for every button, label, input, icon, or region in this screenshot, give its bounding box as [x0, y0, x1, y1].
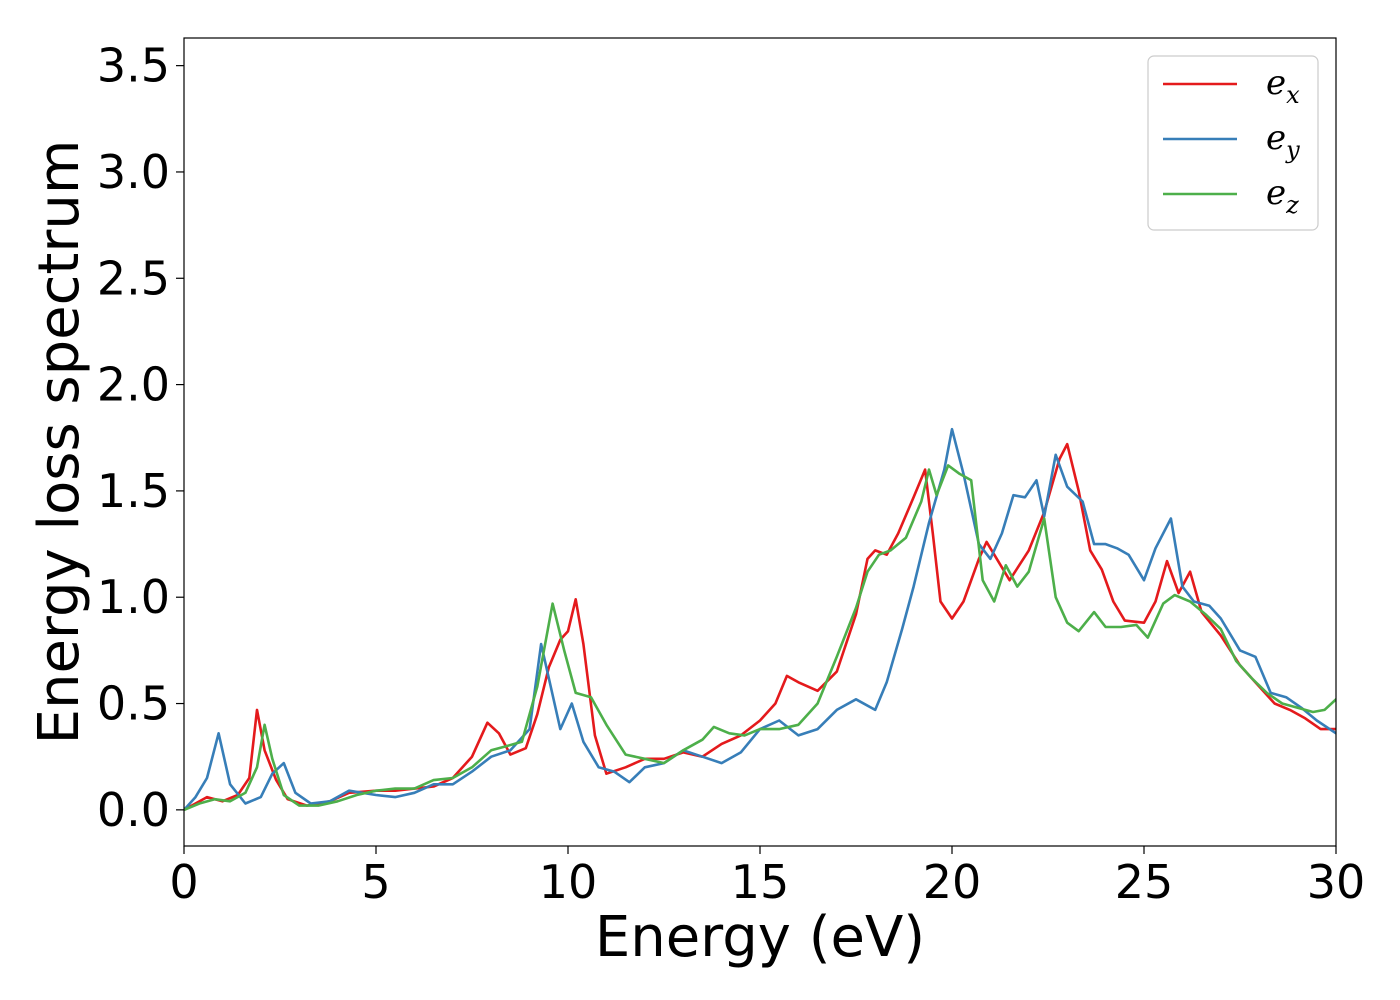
x-tick-label: 5 [361, 855, 390, 909]
x-tick-label: 20 [923, 855, 982, 909]
y-tick-label: 2.5 [97, 251, 170, 305]
y-tick-label: 2.0 [97, 358, 170, 412]
x-tick-label: 30 [1307, 855, 1366, 909]
legend-label-ez: ez [1266, 173, 1299, 219]
legend: ex ey ez [1147, 55, 1319, 231]
x-axis-label: Energy (eV) [595, 905, 925, 970]
legend-box [1147, 55, 1319, 231]
y-tick-label: 1.5 [97, 464, 170, 518]
series-line-ex [184, 442, 1336, 812]
legend-label-ey: ey [1266, 118, 1300, 164]
y-axis-label: Energy loss spectrum [27, 140, 92, 745]
x-tick-label: 25 [1115, 855, 1174, 909]
x-tick-label: 10 [539, 855, 598, 909]
x-tick-label: 0 [169, 855, 198, 909]
series-line-ez [184, 464, 1336, 812]
legend-label-ex: ex [1266, 63, 1300, 109]
y-tick-label: 0.0 [97, 783, 170, 837]
y-tick-label: 0.5 [97, 677, 170, 731]
y-tick-label: 3.5 [97, 39, 170, 93]
series-line-ey [184, 427, 1336, 812]
series-layer [184, 427, 1336, 812]
y-tick-label: 3.0 [97, 145, 170, 199]
y-tick-label: 1.0 [97, 570, 170, 624]
x-tick-label: 15 [731, 855, 790, 909]
x-axis-ticks: 0 5 10 15 20 25 30 [169, 846, 1365, 909]
y-axis-ticks: 0.0 0.5 1.0 1.5 2.0 2.5 3.0 3.5 [97, 39, 184, 837]
